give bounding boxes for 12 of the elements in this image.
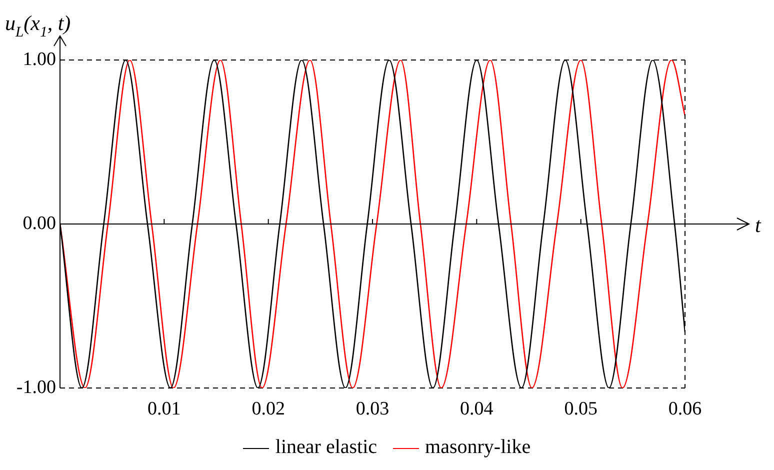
- x-tick-label: 0.05: [564, 398, 598, 420]
- x-tick-label: 0.01: [148, 398, 181, 420]
- y-tick-label: -1.00: [16, 376, 56, 398]
- x-tick-label: 0.04: [460, 398, 494, 420]
- x-tick-label: 0.06: [668, 398, 702, 420]
- y-tick-label: 0.00: [22, 212, 56, 234]
- legend-label: linear elastic: [274, 436, 378, 458]
- y-tick-label: 1.00: [22, 48, 56, 70]
- legend-label: masonry-like: [424, 436, 531, 458]
- x-tick-label: 0.02: [252, 398, 285, 420]
- x-axis-title: t: [755, 213, 762, 237]
- x-tick-label: 0.03: [356, 398, 390, 420]
